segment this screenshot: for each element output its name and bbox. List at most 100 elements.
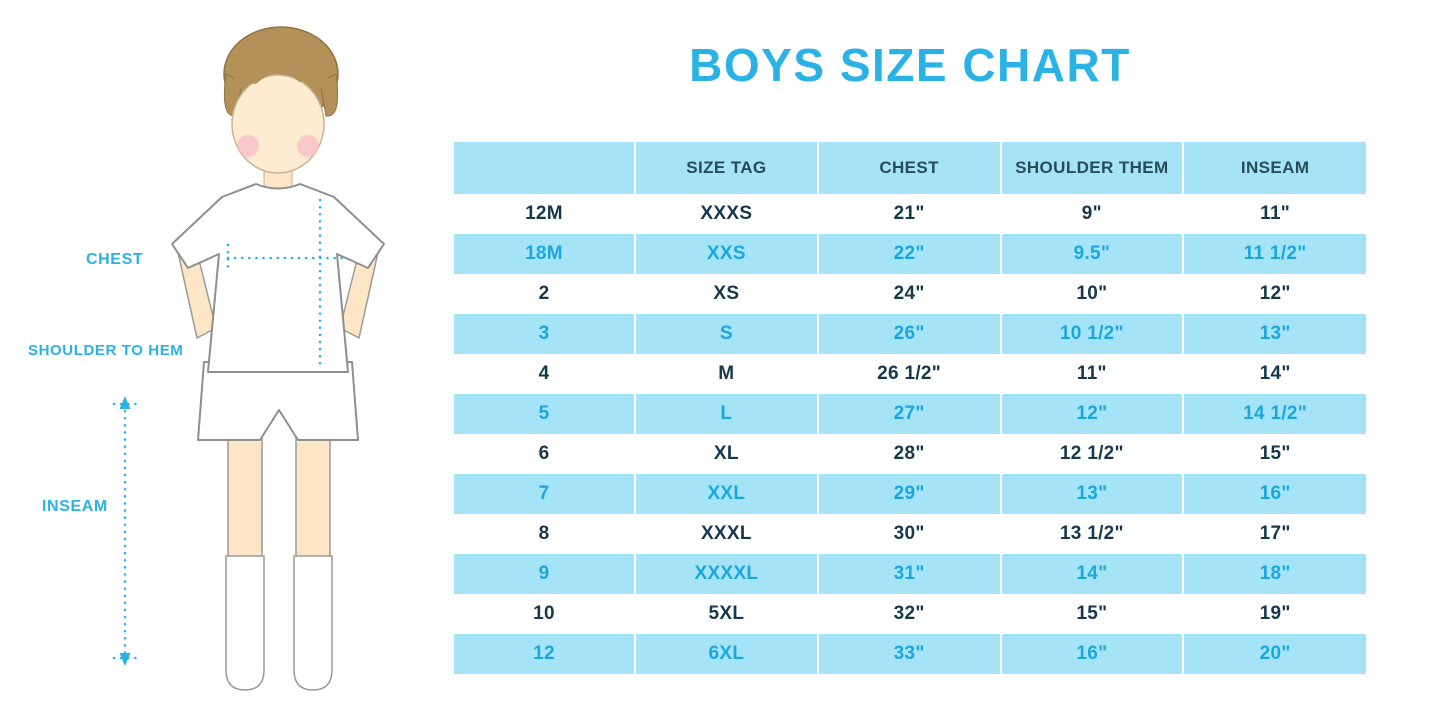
table-cell: 12": [999, 394, 1184, 434]
table-cell: 2: [538, 283, 550, 304]
boy-leg-right: [295, 429, 331, 569]
table-cell: 3: [538, 323, 550, 344]
table-cell: 24": [816, 274, 1001, 314]
table-cell: XXXXL: [634, 554, 818, 594]
table-cell: 11": [1182, 194, 1366, 234]
table-cell: XS: [634, 274, 818, 314]
shoulder-to-hem-label: SHOULDER TO HEM: [28, 342, 184, 359]
table-cell: 26 1/2": [816, 354, 1001, 394]
table-cell: 13 1/2": [999, 514, 1184, 554]
table-cell: 13": [1182, 314, 1366, 354]
table-cell: 26": [816, 314, 1001, 354]
table-cell: 10: [533, 603, 555, 624]
table-cell: XL: [634, 434, 818, 474]
column-header-blank: [454, 142, 635, 194]
table-cell: M: [634, 354, 818, 394]
measurement-lines: [112, 198, 346, 660]
table-cell: 33": [816, 634, 1001, 674]
table-row: 12 6XL 33" 16" 20": [454, 634, 1366, 674]
table-cell: XXL: [634, 474, 818, 514]
size-table: SIZE TAG CHEST SHOULDER THEM INSEAM 12M X…: [454, 142, 1366, 674]
boy-cheek-right: [297, 135, 319, 157]
table-cell: 27": [816, 394, 1001, 434]
table-cell: 29": [816, 474, 1001, 514]
table-row: 9 XXXXL 31" 14" 18": [454, 554, 1366, 594]
table-cell: 13": [999, 474, 1184, 514]
column-header-chest: CHEST: [816, 142, 1001, 194]
boy-cheek-left: [237, 135, 259, 157]
boy-leg-left: [227, 429, 263, 569]
measurement-figure: CHEST SHOULDER TO HEM INSEAM: [0, 0, 440, 723]
boy-shorts: [197, 361, 359, 441]
table-cell: XXXS: [634, 194, 818, 234]
table-cell: XXS: [634, 234, 818, 274]
table-cell: 12 1/2": [999, 434, 1184, 474]
table-cell: 9.5": [999, 234, 1184, 274]
table-cell: 22": [816, 234, 1001, 274]
table-cell: 28": [816, 434, 1001, 474]
table-row: 18M XXS 22" 9.5" 11 1/2": [454, 234, 1366, 274]
table-row: 3 S 26" 10 1/2" 13": [454, 314, 1366, 354]
table-cell: 16": [999, 634, 1184, 674]
table-cell: 16": [1182, 474, 1366, 514]
table-cell: 8: [538, 523, 550, 544]
table-cell: 15": [1182, 434, 1366, 474]
table-cell: 10 1/2": [999, 314, 1184, 354]
table-cell: 11 1/2": [1182, 234, 1366, 274]
table-cell: 7: [538, 483, 550, 504]
table-cell: 17": [1182, 514, 1366, 554]
table-cell: 19": [1182, 594, 1366, 634]
table-cell: XXXL: [634, 514, 818, 554]
boy-sock-left: [225, 555, 265, 691]
table-header-row: SIZE TAG CHEST SHOULDER THEM INSEAM: [454, 142, 1366, 194]
table-row: 4 M 26 1/2" 11" 14": [454, 354, 1366, 394]
table-cell: 12": [1182, 274, 1366, 314]
column-header-inseam: INSEAM: [1182, 142, 1366, 194]
table-cell: 20": [1182, 634, 1366, 674]
table-cell: 21": [816, 194, 1001, 234]
column-header-size-tag: SIZE TAG: [634, 142, 818, 194]
table-cell: 12M: [525, 203, 563, 224]
table-cell: 18": [1182, 554, 1366, 594]
table-row: 12M XXXS 21" 9" 11": [454, 194, 1366, 234]
table-cell: 6XL: [634, 634, 818, 674]
inseam-label: INSEAM: [42, 498, 108, 515]
table-cell: 9: [538, 563, 550, 584]
table-row: 2 XS 24" 10" 12": [454, 274, 1366, 314]
table-cell: 9": [999, 194, 1184, 234]
table-cell: 12: [533, 643, 555, 664]
table-cell: 6: [538, 443, 550, 464]
boy-illustration: [112, 26, 385, 691]
inseam-arrow-up: [119, 396, 131, 409]
table-cell: 10": [999, 274, 1184, 314]
table-cell: 32": [816, 594, 1001, 634]
boy-face: [231, 74, 325, 174]
table-cell: 4: [538, 363, 550, 384]
table-cell: 5XL: [634, 594, 818, 634]
boy-hair-fringe: [232, 36, 330, 104]
table-row: 8 XXXL 30" 13 1/2" 17": [454, 514, 1366, 554]
table-row: 7 XXL 29" 13" 16": [454, 474, 1366, 514]
table-cell: S: [634, 314, 818, 354]
size-table-body: 12M XXXS 21" 9" 11" 18M XXS 22" 9.5" 11 1/2" 2 XS 24…: [454, 194, 1366, 674]
table-cell: 18M: [525, 243, 563, 264]
table-cell: 14": [999, 554, 1184, 594]
inseam-arrow-down: [119, 653, 131, 666]
table-row: 10 5XL 32" 15" 19": [454, 594, 1366, 634]
chest-label: CHEST: [86, 251, 144, 268]
table-cell: 14 1/2": [1182, 394, 1366, 434]
table-cell: 15": [999, 594, 1184, 634]
boy-sock-right: [293, 555, 333, 691]
table-cell: 30": [816, 514, 1001, 554]
chart-content: BOYS SIZE CHART SIZE TAG CHEST SHOULDER …: [454, 0, 1366, 723]
table-cell: 31": [816, 554, 1001, 594]
table-row: 6 XL 28" 12 1/2" 15": [454, 434, 1366, 474]
table-cell: 11": [999, 354, 1184, 394]
table-cell: L: [634, 394, 818, 434]
boy-tshirt: [171, 183, 385, 373]
table-row: 5 L 27" 12" 14 1/2": [454, 394, 1366, 434]
column-header-shoulder: SHOULDER THEM: [999, 142, 1184, 194]
table-cell: 14": [1182, 354, 1366, 394]
page-title: BOYS SIZE CHART: [689, 39, 1131, 91]
